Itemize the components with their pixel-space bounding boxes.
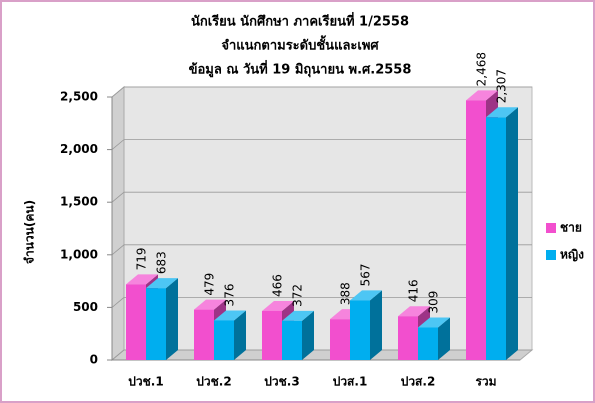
bar-front — [126, 284, 146, 360]
data-label: 2,307 — [495, 69, 509, 103]
grid-line — [111, 191, 532, 203]
bar-front — [418, 327, 438, 360]
legend-label: หญิง — [560, 248, 584, 262]
bar-top — [194, 299, 226, 310]
bar-top — [282, 310, 314, 321]
bar-top — [398, 306, 430, 317]
y-tick-label: 1,000 — [60, 247, 98, 261]
legend-swatch — [546, 250, 556, 260]
x-tick-label: ปวส.1 — [333, 375, 368, 389]
data-label: 479 — [203, 273, 217, 296]
x-tick-label: ปวช.2 — [196, 375, 231, 389]
bar-top — [466, 90, 498, 101]
bar-side — [166, 278, 178, 360]
chart-title: นักเรียน นักศึกษา ภาคเรียนที่ 1/2558 — [191, 12, 409, 30]
bar-top — [214, 310, 246, 321]
bar-front — [262, 310, 282, 360]
bar-top — [262, 300, 294, 311]
data-label: 376 — [223, 284, 237, 307]
grid-line — [111, 349, 532, 361]
data-label: 388 — [339, 282, 353, 305]
bar-top — [486, 107, 518, 118]
bar-top — [126, 274, 158, 285]
bar-side — [370, 290, 382, 360]
data-label: 416 — [407, 279, 421, 302]
x-tick-label: รวม — [475, 375, 496, 389]
legend-label: ชาย — [560, 221, 582, 235]
bar-side — [506, 107, 518, 361]
bar — [146, 278, 178, 360]
legend-swatch — [546, 223, 556, 233]
y-tick-label: 1,500 — [60, 195, 98, 209]
data-label: 372 — [291, 284, 305, 307]
data-label: 2,468 — [475, 52, 489, 86]
grid-line — [111, 86, 532, 98]
y-tick-label: 0 — [90, 353, 98, 367]
y-tick-label: 2,000 — [60, 142, 98, 156]
bar-front — [214, 320, 234, 360]
bar — [350, 290, 382, 360]
grid-line — [111, 244, 532, 256]
bar-front — [330, 319, 350, 360]
side-wall — [111, 85, 125, 362]
x-tick-label: ปวช.1 — [128, 375, 163, 389]
bar-top — [418, 317, 450, 328]
bar-side — [234, 310, 246, 360]
bar-top — [146, 278, 178, 289]
bar-front — [282, 320, 302, 360]
data-label: 719 — [135, 247, 149, 270]
bar-top — [350, 290, 382, 301]
bar-side — [438, 317, 450, 360]
grid-line — [111, 139, 532, 150]
bar-front — [466, 100, 486, 361]
data-label: 309 — [427, 291, 441, 314]
x-tick-label: ปวส.2 — [401, 375, 436, 389]
bar-front — [486, 117, 506, 361]
chart-title: จำแนกตามระดับชั้นและเพศ — [221, 35, 379, 54]
bar-side — [302, 310, 314, 360]
bar-front — [398, 316, 418, 360]
bar-front — [146, 288, 166, 360]
data-label: 683 — [155, 251, 169, 274]
bar — [418, 317, 450, 360]
chart-title: ข้อมูล ณ วันที่ 19 มิถุนายน พ.ศ.2558 — [189, 60, 412, 78]
bar — [486, 107, 518, 361]
x-tick-label: ปวช.3 — [264, 375, 299, 389]
y-axis-label: จำนวน(คน) — [23, 200, 37, 264]
y-tick-label: 2,500 — [60, 90, 98, 104]
bar-front — [194, 309, 214, 360]
y-tick-label: 500 — [73, 300, 98, 314]
data-label: 567 — [359, 263, 373, 286]
grid-line — [111, 296, 532, 308]
bar — [282, 310, 314, 360]
bar-front — [350, 300, 370, 360]
bar — [214, 310, 246, 360]
data-label: 466 — [271, 274, 285, 297]
